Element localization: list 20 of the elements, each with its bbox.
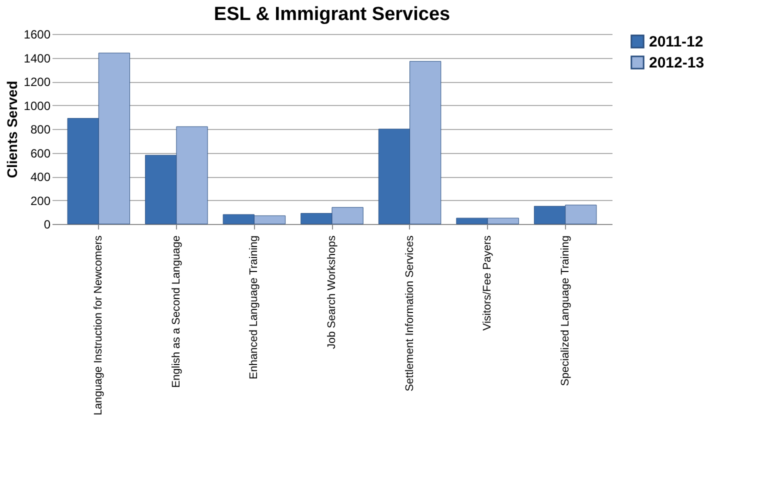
x-tick-label: Job Search Workshops xyxy=(326,235,338,350)
y-tick-label: 1600 xyxy=(24,28,51,42)
legend-label: 2011-12 xyxy=(649,34,704,50)
y-axis-title: Clients Served xyxy=(4,80,20,178)
y-tick-label: 400 xyxy=(30,170,51,184)
y-tick-label: 200 xyxy=(30,194,51,208)
x-tick-label: Language Instruction for Newcomers xyxy=(92,235,105,416)
x-tick-label: Specialized Language Training xyxy=(559,236,572,386)
x-tick-label: Visitors/Fee Payers xyxy=(482,235,494,331)
x-tick-label: Settlement Information Services xyxy=(404,235,416,392)
legend-label: 2012-13 xyxy=(649,54,704,72)
x-tick-label: English as a Second Language xyxy=(170,236,182,388)
x-tick-label: Enhanced Language Training xyxy=(248,236,260,380)
y-tick-label: 1200 xyxy=(24,75,51,89)
y-tick-label: 800 xyxy=(30,122,51,136)
y-tick-label: 1000 xyxy=(24,98,51,113)
y-tick-label: 600 xyxy=(30,146,51,160)
y-tick-label: 1400 xyxy=(24,51,51,66)
y-tick-label: 0 xyxy=(44,218,51,232)
chart-title: ESL & Immigrant Services xyxy=(214,4,450,25)
